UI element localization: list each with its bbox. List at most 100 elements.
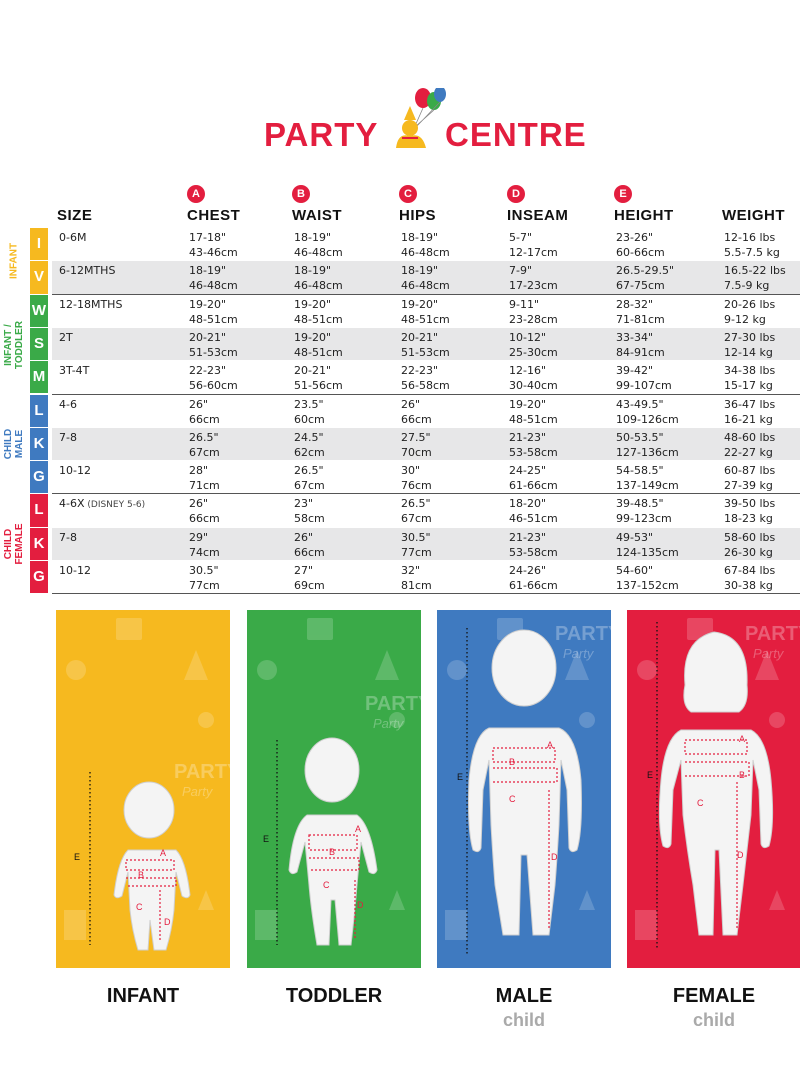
cell-inseam: 18-20" 46-51cm: [509, 497, 558, 526]
panel-toddler: PARTYParty A B C D E: [247, 610, 421, 968]
cell-waist: 24.5" 62cm: [294, 430, 325, 459]
measure-badge: B: [292, 185, 310, 203]
group-divider: [52, 593, 800, 595]
cell-inseam: 19-20" 48-51cm: [509, 397, 558, 426]
cell-height: 39-42" 99-107cm: [616, 364, 672, 393]
cell-inseam: 5-7" 12-17cm: [509, 231, 558, 259]
measure-badge: C: [399, 185, 417, 203]
brand-name-right: CENTRE: [445, 116, 587, 153]
column-header-size: SIZE: [57, 185, 92, 224]
panel-sublabel: child: [502, 1010, 545, 1030]
cell-chest: 29" 74cm: [189, 530, 220, 559]
cell-chest: 30.5" 77cm: [189, 564, 220, 592]
cell-chest: 19-20" 48-51cm: [189, 297, 238, 326]
panel-bg-text: PARTY: [745, 623, 800, 645]
group-divider: [52, 493, 800, 495]
group-divider: [52, 293, 800, 295]
panel-label: FEMALE: [672, 985, 756, 1007]
cell-weight: 48-60 lbs 22-27 kg: [724, 430, 776, 459]
cell-waist: 26" 66cm: [294, 530, 325, 559]
cell-weight: 67-84 lbs 30-38 kg: [724, 564, 776, 592]
measure-badge: D: [507, 185, 525, 203]
cell-waist: 23.5" 60cm: [294, 397, 325, 426]
panel-bg-text: PARTY: [365, 693, 421, 715]
male-figure: PARTYParty A B C D E: [445, 618, 611, 955]
measure-label-b: B: [138, 870, 144, 880]
infant-figure: PARTYParty A B C D E: [64, 618, 230, 951]
cell-hips: 26" 66cm: [401, 397, 432, 426]
measure-label-a: A: [160, 848, 166, 858]
panel-bg-text: PARTY: [174, 761, 230, 783]
measure-label-d: D: [551, 852, 558, 862]
column-header-weight: WEIGHT: [722, 185, 785, 224]
cell-inseam: 9-11" 23-28cm: [509, 297, 558, 326]
measure-label-c: C: [323, 880, 330, 890]
panel-male: PARTYParty A B C D E: [437, 610, 611, 968]
cell-chest: 20-21" 51-53cm: [189, 330, 238, 359]
table-row: 4-6 26" 66cm 23.5" 60cm 26" 66cm 19-20" 48-51cm 4…: [52, 395, 800, 427]
column-label: CHEST: [187, 207, 241, 224]
panel-label: MALE: [495, 985, 553, 1007]
cell-size: 6-12MTHS: [59, 264, 116, 278]
size-letter: V: [30, 261, 48, 294]
measure-label-c: C: [697, 798, 704, 808]
table-row: 12-18MTHS 19-20" 48-51cm 19-20" 48-51cm 19-20…: [52, 295, 800, 327]
cell-waist: 26.5" 67cm: [294, 464, 325, 493]
cell-weight: 27-30 lbs 12-14 kg: [724, 330, 776, 359]
table-row: 7-8 26.5" 67cm 24.5" 62cm 27.5" 70cm 21-23" 53-5…: [52, 427, 800, 461]
cell-weight: 20-26 lbs 9-12 kg: [724, 297, 776, 326]
cell-inseam: 10-12" 25-30cm: [509, 330, 558, 359]
table-row: 10-12 30.5" 77cm 27" 69cm 32" 81cm 24-26" 61-66c…: [52, 561, 800, 593]
size-letter: W: [30, 294, 48, 327]
cell-chest: 18-19" 46-48cm: [189, 264, 238, 293]
cell-chest: 22-23" 56-60cm: [189, 364, 238, 393]
size-letter: G: [30, 561, 48, 594]
measure-label-c: C: [136, 902, 143, 912]
size-letter: L: [30, 494, 48, 527]
column-label: SIZE: [57, 207, 93, 224]
cell-hips: 19-20" 48-51cm: [401, 297, 450, 326]
cell-height: 54-60" 137-152cm: [616, 564, 679, 592]
table-row: 7-8 29" 74cm 26" 66cm 30.5" 77cm 21-23" 53-58cm 4…: [52, 527, 800, 560]
panel-female: PARTYParty A B C D E: [627, 610, 800, 968]
column-label: HEIGHT: [614, 207, 674, 224]
column-header-inseam: D INSEAM: [507, 185, 568, 224]
cell-chest: 26" 66cm: [189, 397, 220, 426]
column-label: WAIST: [292, 207, 342, 224]
cell-chest: 26.5" 67cm: [189, 430, 220, 459]
size-letter: I: [30, 228, 48, 261]
measure-label-e: E: [74, 852, 80, 862]
column-label: HIPS: [399, 207, 437, 224]
cell-weight: 16.5-22 lbs 7.5-9 kg: [724, 264, 786, 293]
cell-chest: 17-18" 43-46cm: [189, 231, 238, 259]
panel-label: TODDLER: [285, 985, 383, 1007]
brand-name-left: PARTY: [264, 116, 379, 153]
cell-hips: 18-19" 46-48cm: [401, 231, 450, 259]
column-header-height: E HEIGHT: [614, 185, 674, 224]
cell-height: 49-53" 124-135cm: [616, 530, 679, 559]
measure-label-b: B: [509, 757, 515, 767]
table-row: 2T 20-21" 51-53cm 19-20" 48-51cm 20-21" 51-53c…: [52, 327, 800, 361]
measure-label-c: C: [509, 794, 516, 804]
panel-label: INFANT: [106, 985, 180, 1007]
panel-sublabel: child: [692, 1010, 735, 1030]
table-row: 0-6M 17-18" 43-46cm 18-19" 46-48cm 18-19" 46-4…: [52, 228, 800, 260]
column-header-waist: B WAIST: [292, 185, 342, 224]
measure-label-b: B: [739, 770, 745, 780]
table-row: 3T-4T 22-23" 56-60cm 20-21" 51-56cm 22-23" 56-…: [52, 361, 800, 393]
cell-waist: 27" 69cm: [294, 564, 325, 592]
cell-weight: 36-47 lbs 16-21 kg: [724, 397, 776, 426]
cell-inseam: 24-25" 61-66cm: [509, 464, 558, 493]
cell-inseam: 7-9" 17-23cm: [509, 264, 558, 293]
measure-label-a: A: [355, 824, 361, 834]
column-label: WEIGHT: [722, 207, 785, 224]
cell-size: 2T: [59, 330, 73, 344]
cell-size: 4-6X (DISNEY 5-6): [59, 497, 146, 511]
cell-inseam: 24-26" 61-66cm: [509, 564, 558, 592]
measure-label-d: D: [357, 900, 364, 910]
group-label: INFANT: [8, 243, 20, 280]
table-row: 6-12MTHS 18-19" 46-48cm 18-19" 46-48cm 18-19"…: [52, 261, 800, 294]
cell-weight: 58-60 lbs 26-30 kg: [724, 530, 776, 559]
measure-label-d: D: [164, 917, 171, 927]
cell-size: 4-6: [59, 397, 77, 411]
